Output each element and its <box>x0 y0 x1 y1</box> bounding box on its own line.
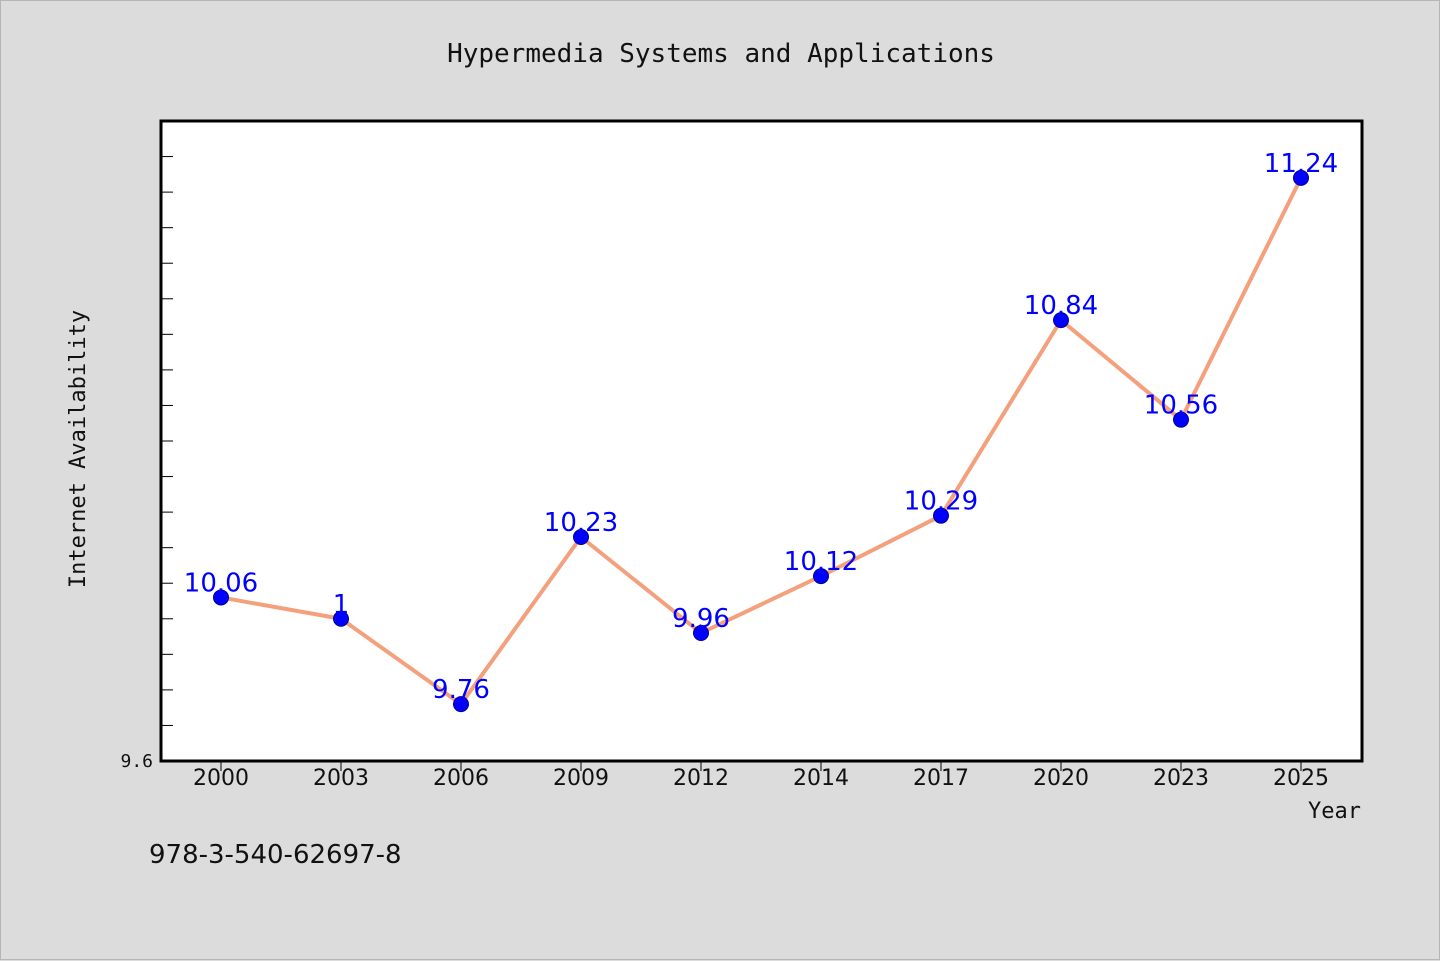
data-point <box>933 507 949 524</box>
footnote-isbn: 978-3-540-62697-8 <box>149 840 402 870</box>
data-point <box>453 696 469 713</box>
plot-area <box>159 119 1364 763</box>
x-tick-label: 2012 <box>673 766 729 791</box>
data-label: 10.29 <box>904 487 978 517</box>
data-label: 10.12 <box>784 547 858 577</box>
data-point <box>213 589 229 606</box>
data-point <box>1053 312 1069 329</box>
y-tick-label: 9.6 <box>120 751 153 772</box>
x-tick-label: 2006 <box>433 766 489 791</box>
x-axis-label: Year <box>1308 799 1361 824</box>
x-axis-ticks: 2000 2003 2006 2009 2012 2014 2017 2020 2023 2025 <box>193 761 1329 791</box>
data-label: 9.96 <box>672 604 730 634</box>
x-tick-label: 2009 <box>553 766 609 791</box>
data-label: 10.56 <box>1144 391 1218 421</box>
data-point <box>813 568 829 585</box>
x-tick-label: 2000 <box>193 766 249 791</box>
data-markers <box>213 169 1309 713</box>
y-axis-label: Internet Availability <box>66 310 91 588</box>
chart-title: Hypermedia Systems and Applications <box>447 39 995 69</box>
data-label: 11.24 <box>1264 149 1338 179</box>
x-tick-label: 2023 <box>1153 766 1209 791</box>
data-label: 9.76 <box>432 675 490 705</box>
x-tick-label: 2017 <box>913 766 969 791</box>
data-labels: 10.06 1 9.76 10.23 9.96 10.12 10.29 10.84 10.56 1… <box>184 149 1338 705</box>
data-point <box>1173 411 1189 428</box>
data-point <box>333 610 349 627</box>
data-label: 10.06 <box>184 568 258 598</box>
data-point <box>693 625 709 641</box>
data-label: 10.84 <box>1024 291 1098 321</box>
x-tick-label: 2020 <box>1033 766 1089 791</box>
data-point <box>573 529 589 545</box>
y-axis-ticks: 9.6 <box>120 156 173 772</box>
x-tick-label: 2025 <box>1273 766 1329 791</box>
data-point <box>1293 169 1309 186</box>
data-label: 1 <box>333 590 350 620</box>
x-tick-label: 2014 <box>793 766 849 791</box>
x-tick-label: 2003 <box>313 766 369 791</box>
data-label: 10.23 <box>544 508 618 538</box>
series-line <box>220 176 1303 707</box>
